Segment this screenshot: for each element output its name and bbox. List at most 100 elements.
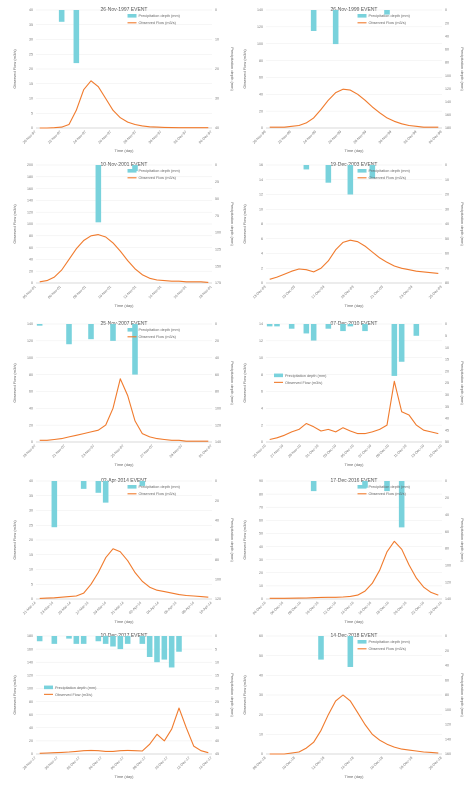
- x-tick-label: 06-Dec-17: [110, 756, 125, 771]
- x-tick-label: 25-Dec-03: [428, 285, 443, 300]
- precip-bar: [303, 324, 310, 334]
- left-tick-label: 70: [259, 505, 263, 509]
- y-right-label: Precipitation depth (mm): [460, 202, 465, 246]
- legend-swatch-precip: [44, 685, 53, 690]
- right-tick-label: 70: [445, 266, 449, 270]
- y-left-label: Observed Flow (m3/s): [242, 49, 247, 89]
- left-tick-label: 120: [27, 674, 33, 678]
- right-tick-label: 80: [445, 547, 449, 551]
- left-tick-label: 0: [261, 126, 263, 130]
- legend-label-flow: Observed Flow (m3/s): [139, 335, 177, 339]
- precip-bar: [362, 481, 368, 488]
- left-tick-label: 60: [259, 76, 263, 80]
- left-tick-label: 20: [29, 67, 33, 71]
- right-tick-label: 0: [445, 634, 447, 638]
- x-tick-label: 18-Dec-18: [399, 756, 414, 771]
- y-left-label: Observed Flow (m3/s): [242, 675, 247, 715]
- right-tick-label: 60: [445, 678, 449, 682]
- left-tick-label: 40: [29, 726, 33, 730]
- right-tick-label: 140: [445, 100, 451, 104]
- x-tick-label: 26-Nov-97: [97, 130, 112, 145]
- x-tick-label: 19-Dec-03: [340, 285, 355, 300]
- precip-bar: [384, 481, 390, 492]
- left-tick-label: 25: [29, 523, 33, 527]
- right-tick-label: 30: [215, 713, 219, 717]
- right-tick-label: 0: [445, 163, 447, 167]
- x-tick-label: 08-Apr-14: [181, 601, 195, 615]
- precip-bar: [51, 636, 58, 644]
- right-tick-label: 60: [215, 538, 219, 542]
- right-tick-label: 35: [215, 726, 219, 730]
- y-left-label: Observed Flow (m3/s): [12, 204, 17, 244]
- right-tick-label: 40: [445, 417, 449, 421]
- x-tick-label: 14-Dec-16: [340, 601, 355, 616]
- left-tick-label: 140: [257, 8, 263, 12]
- legend-label-precip: Precipitation depth (mm): [369, 485, 411, 489]
- right-tick-label: 60: [445, 530, 449, 534]
- left-tick-label: 60: [259, 519, 263, 523]
- chart-svg: 19-Dec-2003 EVENT16141210864200102030405…: [242, 162, 465, 308]
- right-tick-label: 0: [215, 322, 217, 326]
- y-right-label: Precipitation depth (mm): [230, 673, 235, 717]
- left-tick-label: 10: [259, 356, 263, 360]
- precip-bar: [347, 636, 354, 667]
- x-tick-label: 24-Nov-97: [72, 130, 87, 145]
- right-tick-label: 25: [215, 180, 219, 184]
- right-tick-label: 100: [445, 708, 451, 712]
- x-tick-label: 21-Mar-14: [22, 601, 37, 616]
- left-tick-label: 10: [29, 568, 33, 572]
- right-tick-label: 160: [445, 752, 451, 756]
- precip-bar: [132, 324, 138, 375]
- right-tick-label: 40: [215, 519, 219, 523]
- chart-svg: 25-Nov-2007 EVENT14012010080604020002040…: [12, 321, 235, 467]
- x-tick-label: 12-Nov-01: [123, 285, 138, 300]
- left-tick-label: 0: [31, 752, 33, 756]
- chart-panel: 25-Nov-2007 EVENT 140 120 100 80 60 40 20 0 0 20 40…: [10, 316, 235, 468]
- precip-bar: [369, 165, 376, 179]
- y-left-label: Observed Flow (m3/s): [12, 49, 17, 89]
- x-axis-label: Time (day): [115, 148, 135, 153]
- right-tick-label: 30: [215, 97, 219, 101]
- legend-label-precip: Precipitation depth (mm): [139, 485, 181, 489]
- legend-label-precip: Precipitation depth (mm): [369, 169, 411, 173]
- right-tick-label: 20: [445, 649, 449, 653]
- x-tick-label: 20-Nov-97: [22, 130, 37, 145]
- left-tick-label: 20: [29, 538, 33, 542]
- right-tick-label: 80: [215, 390, 219, 394]
- left-tick-label: 20: [259, 571, 263, 575]
- x-tick-label: 04-Dec-17: [88, 756, 103, 771]
- left-tick-label: 35: [29, 494, 33, 498]
- left-tick-label: 15: [29, 553, 33, 557]
- x-tick-label: 01-Dec-07: [198, 444, 213, 459]
- left-tick-label: 2: [261, 266, 263, 270]
- right-tick-label: 80: [445, 61, 449, 65]
- x-axis-label: Time (day): [115, 619, 135, 624]
- precip-bar: [347, 165, 354, 195]
- legend: Precipitation depth (mm) Observed Flow (m…: [357, 14, 411, 25]
- left-tick-label: 0: [31, 597, 33, 601]
- precip-bar: [95, 481, 102, 493]
- precip-bar: [168, 636, 175, 668]
- legend-label-flow: Observed Flow (m3/s): [369, 21, 407, 25]
- right-tick-label: 140: [215, 440, 221, 444]
- precip-bar: [110, 636, 116, 647]
- x-tick-label: 13-Dec-10: [410, 444, 425, 459]
- x-axis-label: Time (day): [115, 462, 135, 467]
- left-tick-label: 120: [257, 25, 263, 29]
- flow-line: [269, 694, 439, 755]
- precip-bar: [132, 165, 138, 172]
- x-tick-label: 08-Nov-01: [72, 285, 87, 300]
- right-tick-label: 100: [445, 563, 451, 567]
- right-tick-label: 120: [215, 423, 221, 427]
- left-tick-label: 0: [261, 440, 263, 444]
- left-tick-label: 180: [27, 634, 33, 638]
- y-right-label: Precipitation depth (mm): [230, 47, 235, 91]
- y-right-label: Precipitation depth (mm): [460, 518, 465, 562]
- x-tick-label: 09-Dec-10: [375, 444, 390, 459]
- x-tick-label: 24-Nov-99: [302, 130, 317, 145]
- left-tick-label: 10: [29, 97, 33, 101]
- x-tick-label: 12-Dec-16: [322, 601, 337, 616]
- right-tick-label: 10: [445, 178, 449, 182]
- precip-bar: [80, 481, 87, 489]
- x-tick-label: 13-Dec-03: [252, 285, 267, 300]
